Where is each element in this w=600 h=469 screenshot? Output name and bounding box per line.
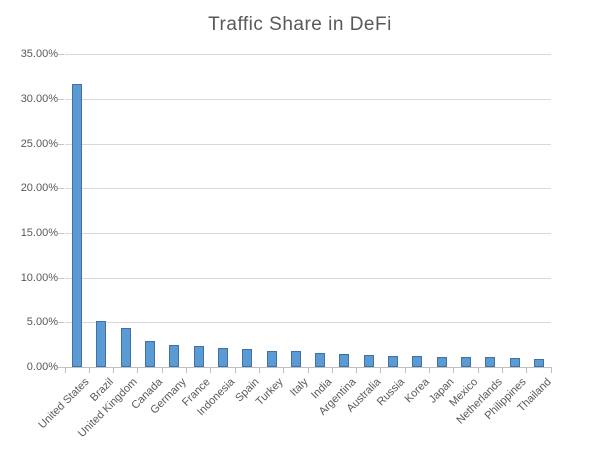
y-gridline (65, 188, 551, 190)
x-axis-label: Korea (402, 376, 432, 406)
y-axis-tick (58, 367, 64, 368)
y-axis-tick (58, 54, 64, 56)
x-axis-tick (258, 367, 260, 373)
y-axis-label: 35.00% (20, 48, 58, 61)
bar-korea (412, 356, 423, 368)
x-axis-tick (453, 367, 455, 373)
x-axis-tick (64, 367, 66, 373)
bar-turkey (266, 350, 277, 368)
x-axis-tick (137, 367, 139, 373)
bar-canada (145, 340, 156, 368)
bar-japan (436, 356, 447, 368)
x-axis-tick (526, 367, 528, 373)
bar-india (315, 353, 326, 368)
x-axis-tick (161, 367, 163, 373)
x-axis-label: Italy (287, 376, 311, 399)
x-axis-tick (356, 367, 358, 373)
y-axis-tick (58, 99, 64, 101)
y-axis-label: 20.00% (20, 182, 58, 195)
bar-united-states (72, 84, 83, 368)
bar-australia (363, 354, 374, 368)
y-gridline (65, 99, 551, 101)
y-axis-label: 5.00% (26, 316, 58, 329)
x-axis-tick (380, 367, 382, 373)
x-axis-tick (283, 367, 285, 373)
y-axis-tick (58, 143, 64, 145)
bar-brazil (96, 321, 107, 368)
bar-thailand (533, 358, 544, 368)
y-axis-tick (58, 277, 64, 279)
y-gridline (65, 233, 551, 235)
bar-spain (242, 348, 253, 368)
y-axis-label: 10.00% (20, 271, 58, 284)
x-axis-tick (307, 367, 309, 373)
bar-france (193, 346, 204, 368)
x-axis-tick (477, 367, 479, 373)
y-axis-label: 15.00% (20, 227, 58, 240)
bar-germany (169, 344, 180, 368)
x-axis-tick (234, 367, 236, 373)
chart-title: Traffic Share in DeFi (208, 14, 392, 35)
x-axis-tick (404, 367, 406, 373)
y-axis-tick (58, 233, 64, 235)
bar-indonesia (217, 347, 228, 368)
y-gridline (65, 277, 551, 279)
bar-argentina (339, 353, 350, 368)
x-axis-tick (501, 367, 503, 373)
y-axis-label: 0.00% (26, 361, 58, 373)
y-axis-label: 30.00% (20, 93, 58, 106)
bar-mexico (460, 356, 471, 368)
y-axis-tick (58, 322, 64, 324)
y-gridline (65, 322, 551, 324)
x-axis-tick (186, 367, 187, 373)
y-axis-tick (58, 188, 64, 190)
x-axis-tick (210, 367, 212, 373)
bar-italy (290, 350, 301, 368)
x-axis-tick (113, 367, 115, 373)
x-axis-tick (88, 367, 90, 373)
x-axis-tick (550, 367, 552, 373)
bar-united-kingdom (120, 327, 131, 368)
y-gridline (65, 143, 551, 145)
y-gridline (65, 54, 551, 56)
bar-philippines (509, 358, 520, 368)
x-axis-tick (331, 367, 333, 373)
bar-netherlands (485, 357, 496, 368)
x-axis-tick (429, 367, 430, 373)
y-axis-label: 25.00% (20, 137, 58, 150)
bar-russia (388, 355, 399, 368)
